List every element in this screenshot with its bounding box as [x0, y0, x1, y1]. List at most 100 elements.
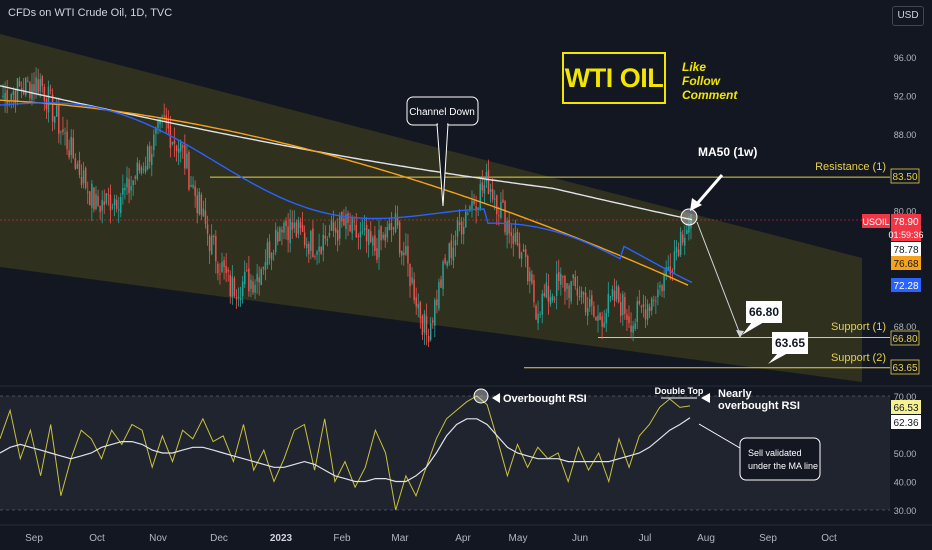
candle-body[interactable] — [252, 281, 254, 293]
candle-body[interactable] — [440, 279, 442, 288]
candle-body[interactable] — [549, 297, 552, 305]
candle-body[interactable] — [270, 252, 273, 260]
candle-body[interactable] — [167, 119, 170, 129]
candle-body[interactable] — [179, 142, 182, 152]
candle-body[interactable] — [332, 222, 335, 231]
candle-body[interactable] — [555, 273, 558, 296]
candles[interactable] — [2, 67, 692, 348]
candle-body[interactable] — [47, 86, 50, 113]
candle-body[interactable] — [518, 243, 521, 258]
candle-body[interactable] — [491, 188, 494, 200]
candle-body[interactable] — [318, 246, 320, 252]
candle-body[interactable] — [425, 316, 428, 336]
candle-body[interactable] — [398, 222, 401, 254]
candle-body[interactable] — [605, 312, 607, 324]
candle-body[interactable] — [142, 168, 145, 170]
candle-body[interactable] — [173, 140, 176, 144]
candle-body[interactable] — [254, 284, 256, 293]
candle-body[interactable] — [161, 116, 163, 118]
candle-body[interactable] — [640, 306, 643, 308]
candle-body[interactable] — [322, 234, 324, 251]
candle-body[interactable] — [126, 177, 128, 188]
candle-body[interactable] — [603, 322, 605, 328]
candle-body[interactable] — [467, 213, 469, 215]
candle-body[interactable] — [580, 290, 583, 298]
candle-body[interactable] — [508, 219, 510, 234]
candle-body[interactable] — [471, 200, 473, 209]
candle-body[interactable] — [553, 298, 556, 300]
candle-body[interactable] — [144, 165, 147, 172]
candle-body[interactable] — [506, 221, 508, 236]
candle-body[interactable] — [80, 176, 83, 185]
candle-body[interactable] — [648, 307, 651, 312]
candle-body[interactable] — [8, 100, 10, 103]
candle-body[interactable] — [613, 290, 616, 302]
candle-body[interactable] — [62, 129, 64, 133]
candle-body[interactable] — [667, 267, 669, 270]
candle-body[interactable] — [574, 277, 577, 287]
candle-body[interactable] — [401, 250, 403, 256]
candle-body[interactable] — [520, 252, 523, 259]
candle-body[interactable] — [442, 261, 444, 290]
candle-body[interactable] — [421, 316, 424, 335]
candle-body[interactable] — [642, 304, 645, 308]
candle-body[interactable] — [436, 299, 438, 306]
candle-body[interactable] — [390, 223, 393, 230]
candle-body[interactable] — [140, 167, 143, 174]
candle-body[interactable] — [636, 301, 638, 323]
candle-body[interactable] — [547, 285, 550, 302]
candle-body[interactable] — [124, 187, 126, 191]
candle-body[interactable] — [76, 163, 79, 169]
candle-body[interactable] — [357, 236, 360, 237]
candle-body[interactable] — [320, 247, 322, 254]
candle-body[interactable] — [43, 86, 46, 101]
candle-body[interactable] — [684, 237, 686, 246]
candle-body[interactable] — [669, 266, 672, 275]
candle-body[interactable] — [384, 234, 386, 241]
candle-body[interactable] — [157, 121, 159, 128]
candle-body[interactable] — [308, 243, 310, 255]
candle-body[interactable] — [196, 195, 198, 214]
candle-body[interactable] — [210, 235, 213, 255]
candle-body[interactable] — [330, 220, 333, 231]
candle-body[interactable] — [39, 79, 41, 92]
candle-body[interactable] — [582, 292, 585, 295]
candle-body[interactable] — [347, 213, 349, 223]
candle-body[interactable] — [107, 194, 110, 196]
candle-body[interactable] — [266, 242, 269, 266]
candle-body[interactable] — [182, 145, 184, 148]
candle-body[interactable] — [64, 132, 66, 134]
candle-body[interactable] — [531, 273, 533, 284]
candle-body[interactable] — [274, 229, 277, 253]
candle-body[interactable] — [450, 240, 453, 259]
candle-body[interactable] — [93, 187, 95, 210]
candle-body[interactable] — [359, 231, 362, 238]
candle-body[interactable] — [74, 158, 77, 169]
candle-body[interactable] — [111, 206, 114, 208]
candle-body[interactable] — [301, 224, 304, 233]
candle-body[interactable] — [361, 230, 364, 232]
candle-body[interactable] — [204, 210, 207, 224]
candle-body[interactable] — [192, 184, 194, 188]
candle-body[interactable] — [153, 134, 155, 151]
candle-body[interactable] — [409, 263, 411, 287]
candle-body[interactable] — [215, 235, 217, 262]
candle-body[interactable] — [673, 251, 676, 270]
candle-body[interactable] — [339, 215, 341, 239]
candle-body[interactable] — [597, 315, 599, 321]
candle-body[interactable] — [646, 304, 649, 320]
candle-body[interactable] — [456, 220, 459, 237]
candle-body[interactable] — [217, 263, 219, 274]
candle-body[interactable] — [568, 285, 570, 298]
candle-body[interactable] — [237, 297, 240, 299]
candle-body[interactable] — [334, 228, 337, 233]
candle-body[interactable] — [624, 297, 626, 314]
candle-body[interactable] — [380, 226, 382, 241]
candle-body[interactable] — [169, 125, 172, 148]
candle-body[interactable] — [632, 325, 634, 333]
candle-body[interactable] — [60, 131, 62, 133]
candle-body[interactable] — [392, 227, 395, 230]
candle-body[interactable] — [595, 316, 597, 321]
candle-body[interactable] — [535, 306, 537, 320]
candle-body[interactable] — [18, 81, 21, 87]
